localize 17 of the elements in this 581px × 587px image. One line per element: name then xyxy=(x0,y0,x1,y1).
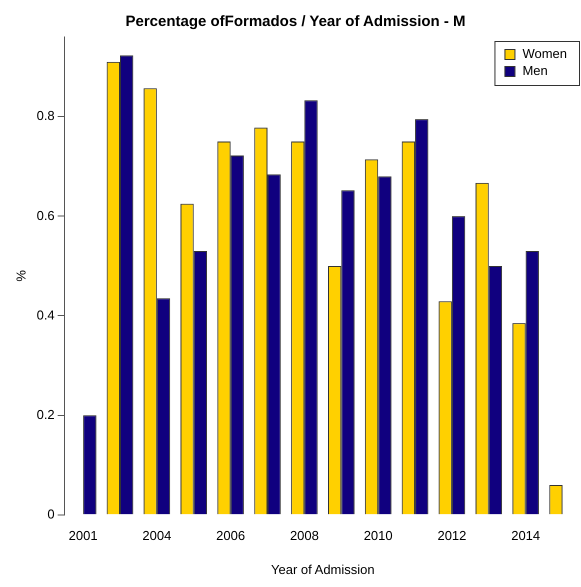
x-tick-label: 2012 xyxy=(437,528,466,544)
y-tick-label: 0.8 xyxy=(36,108,55,124)
x-tick-label: 2010 xyxy=(364,528,393,544)
chart-title: Percentage ofFormados / Year of Admission - M xyxy=(125,13,466,30)
x-tick-label: 2006 xyxy=(216,528,246,544)
x-tick-label: 2001 xyxy=(68,528,98,544)
x-tick-label: 2004 xyxy=(142,528,172,544)
x-axis-title: Year of Admission xyxy=(271,562,375,577)
y-tick-label: 0.2 xyxy=(36,406,55,422)
y-axis-title: % xyxy=(13,270,28,282)
y-tick-label: 0.4 xyxy=(36,307,55,322)
legend-label: Women xyxy=(522,46,568,62)
y-tick-label: 0.6 xyxy=(36,208,55,223)
x-tick-label: 2014 xyxy=(511,528,540,544)
y-tick-label: 0 xyxy=(47,506,55,522)
x-tick-label: 2008 xyxy=(290,528,319,544)
legend-label: Men xyxy=(522,63,548,78)
